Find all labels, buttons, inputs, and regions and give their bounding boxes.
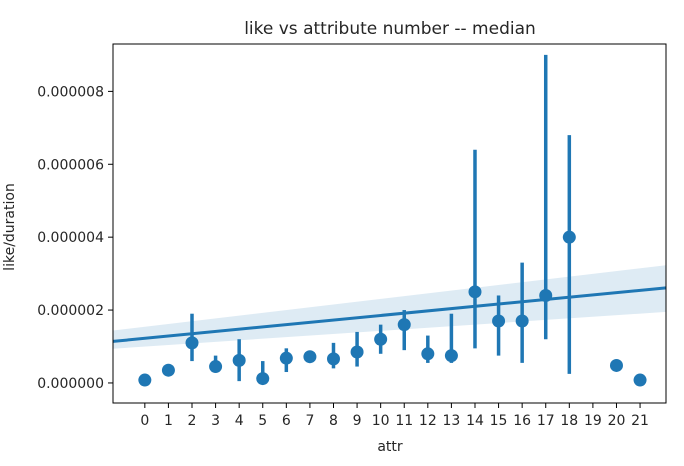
y-tick-label: 0.000006	[37, 157, 104, 173]
y-tick-label: 0.000000	[37, 376, 104, 392]
point-12	[421, 347, 435, 361]
point-18	[562, 230, 576, 244]
x-tick-label: 6	[282, 413, 291, 429]
x-tick-label: 8	[329, 413, 338, 429]
x-tick-label: 16	[513, 413, 531, 429]
point-10	[374, 332, 388, 346]
x-tick-label: 15	[490, 413, 508, 429]
point-13	[444, 349, 458, 363]
x-axis-label: attr	[377, 439, 403, 455]
point-9	[350, 345, 364, 359]
plot-frame	[112, 43, 667, 404]
point-4	[232, 353, 246, 367]
x-tick-label: 0	[140, 413, 149, 429]
point-6	[279, 351, 293, 365]
y-axis: 0.000000 0.000002 0.000004 0.000006 0.000008	[37, 84, 113, 392]
point-16	[515, 314, 529, 328]
x-tick-label: 19	[584, 413, 602, 429]
regression-line	[112, 286, 667, 343]
regression-ci-band	[113, 265, 666, 349]
point-20	[609, 358, 623, 372]
point-0	[138, 373, 152, 387]
x-tick-label: 12	[419, 413, 437, 429]
x-tick-label: 10	[372, 413, 390, 429]
plot-area	[112, 43, 667, 404]
x-tick-label: 14	[466, 413, 484, 429]
point-17	[539, 288, 553, 302]
x-tick-label: 5	[258, 413, 267, 429]
x-tick-label: 3	[211, 413, 220, 429]
x-tick-label: 18	[560, 413, 578, 429]
x-tick-label: 4	[235, 413, 244, 429]
x-tick-label: 1	[164, 413, 173, 429]
point-1	[161, 363, 175, 377]
point-3	[209, 360, 223, 374]
point-2	[185, 336, 199, 350]
point-21	[633, 373, 647, 387]
x-tick-label: 9	[353, 413, 362, 429]
x-tick-label: 2	[188, 413, 197, 429]
point-14	[468, 285, 482, 299]
x-tick-label: 17	[537, 413, 555, 429]
point-8	[326, 352, 340, 366]
x-axis: 0 1 2 3 4 5 6 7 8 9 10 11 12 13 14 15 16 17 18 19 20 21	[140, 403, 649, 429]
point-7	[303, 350, 317, 364]
y-tick-label: 0.000002	[37, 303, 104, 319]
point-5	[256, 372, 270, 386]
x-tick-label: 13	[442, 413, 460, 429]
point-15	[492, 314, 506, 328]
point-11	[397, 318, 411, 332]
y-tick-label: 0.000008	[37, 84, 104, 100]
x-tick-label: 20	[608, 413, 626, 429]
y-tick-label: 0.000004	[37, 230, 104, 246]
y-axis-label: like/duration	[2, 183, 18, 271]
x-tick-label: 11	[395, 413, 413, 429]
x-tick-label: 7	[305, 413, 314, 429]
x-tick-label: 21	[631, 413, 649, 429]
chart-title: like vs attribute number -- median	[244, 19, 536, 39]
